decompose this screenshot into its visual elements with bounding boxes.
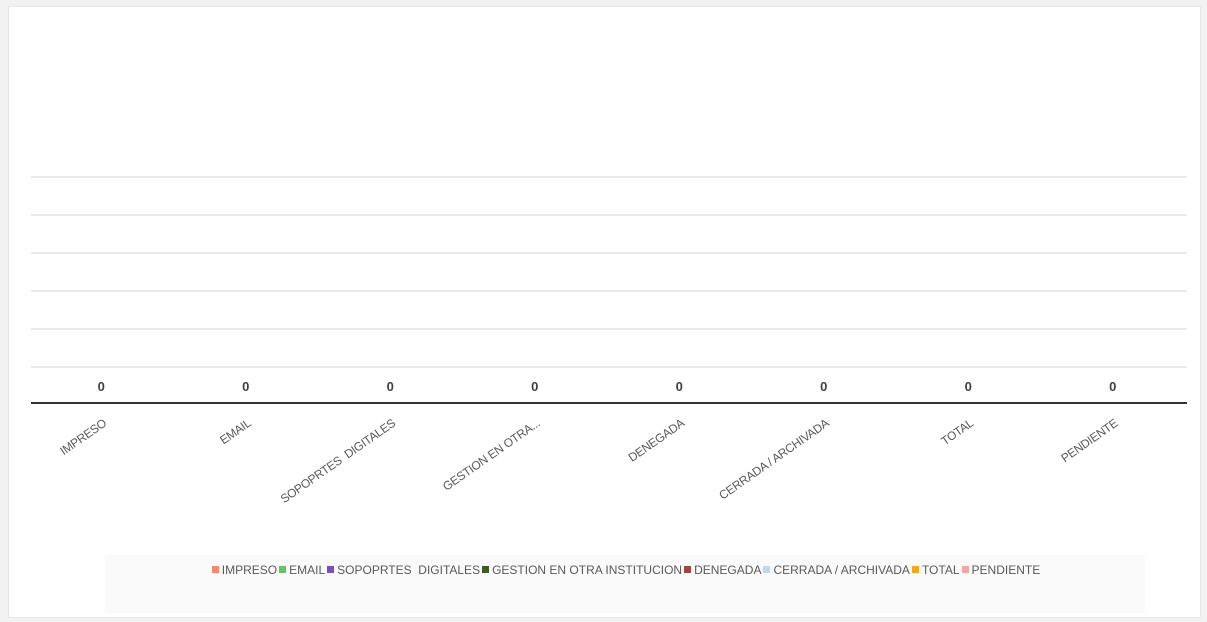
x-tick-label: SOPOPRTES DIGITALES [278, 416, 398, 506]
data-label: 0 [820, 379, 827, 394]
chart-legend: IMPRESO EMAIL SOPOPRTES DIGITALES GESTION E… [105, 555, 1145, 613]
legend-swatch [763, 566, 771, 573]
legend-label: PENDIENTE [971, 563, 1041, 577]
legend-item: GESTION EN OTRA INSTITUCION [480, 563, 682, 577]
legend-item: CERRADA / ARCHIVADA [761, 563, 910, 577]
legend-label: EMAIL [289, 563, 326, 577]
data-label: 0 [676, 379, 683, 394]
x-tick-label: IMPRESO [57, 416, 109, 458]
legend-label: CERRADA / ARCHIVADA [773, 563, 910, 577]
x-tick-label: TOTAL [938, 416, 976, 449]
x-tick-label: EMAIL [217, 416, 254, 448]
legend-item: PENDIENTE [960, 563, 1041, 577]
legend-swatch [211, 566, 219, 573]
chart-plot: 0 IMPRESO 0 EMAIL 0 SOPOPRTES DIGITALES 0 GESTI… [31, 176, 1187, 506]
legend-item: SOPOPRTES DIGITALES [325, 563, 480, 577]
x-tick-label: DENEGADA [626, 416, 687, 465]
legend-label: SOPOPRTES DIGITALES [337, 563, 481, 577]
data-label: 0 [1109, 379, 1116, 394]
legend-label: TOTAL [921, 563, 960, 577]
legend-swatch [482, 566, 490, 573]
legend-swatch [911, 566, 919, 573]
legend-item: IMPRESO [210, 563, 277, 577]
legend-swatch [279, 566, 287, 573]
legend-label: IMPRESO [221, 563, 278, 577]
data-label: 0 [387, 379, 394, 394]
x-tick-label: PENDIENTE [1058, 416, 1120, 465]
legend-label: DENEGADA [694, 563, 762, 577]
data-label: 0 [531, 379, 538, 394]
legend-swatch [684, 566, 692, 573]
legend-label: GESTION EN OTRA INSTITUCION [492, 563, 683, 577]
legend-swatch [327, 566, 335, 573]
data-label: 0 [98, 379, 105, 394]
legend-item: EMAIL [277, 563, 325, 577]
chart-area: 0 IMPRESO 0 EMAIL 0 SOPOPRTES DIGITALES 0 GESTI… [8, 6, 1201, 618]
legend-item: DENEGADA [682, 563, 761, 577]
legend-swatch [961, 566, 969, 573]
legend-item: TOTAL [910, 563, 960, 577]
data-label: 0 [965, 379, 972, 394]
x-tick-label: GESTION EN OTRA... [440, 416, 542, 494]
x-tick-label: CERRADA / ARCHIVADA [716, 416, 831, 503]
data-label: 0 [242, 379, 249, 394]
